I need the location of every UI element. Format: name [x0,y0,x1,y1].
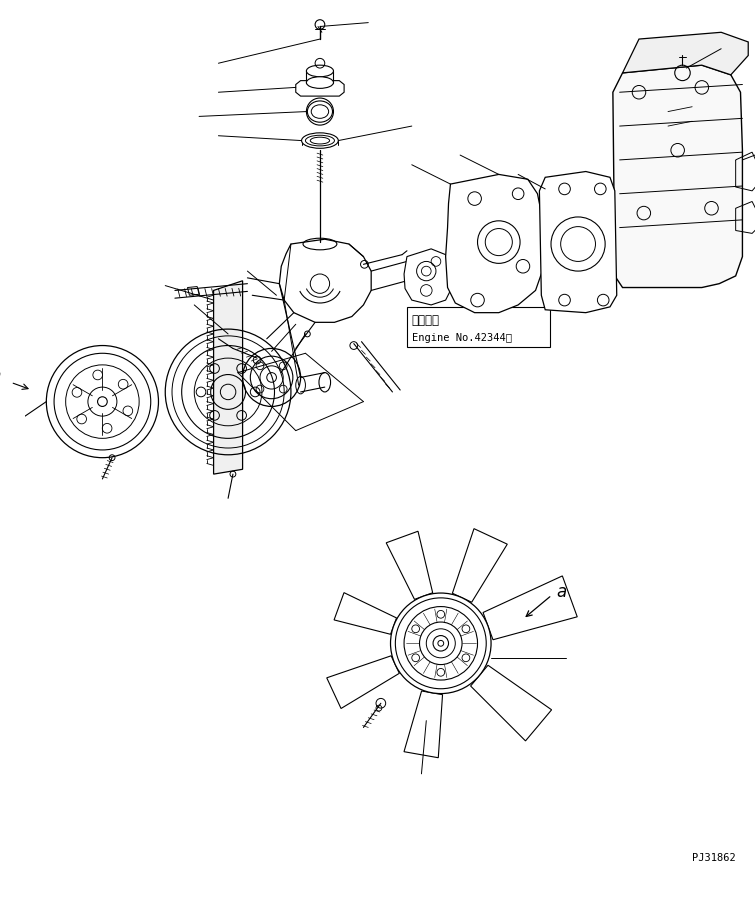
Polygon shape [404,248,451,305]
Polygon shape [387,531,433,599]
Bar [407,307,550,347]
Polygon shape [470,666,552,741]
Polygon shape [613,65,742,288]
Polygon shape [334,593,396,634]
Polygon shape [296,81,344,96]
Text: 適用号機: 適用号機 [411,314,439,327]
Polygon shape [483,576,578,640]
Text: a: a [556,583,567,601]
Circle shape [390,593,491,693]
Polygon shape [214,281,242,475]
Polygon shape [539,171,617,313]
Ellipse shape [301,133,338,148]
Circle shape [420,622,462,665]
Polygon shape [445,174,542,313]
Polygon shape [623,32,748,74]
Polygon shape [327,656,399,709]
Ellipse shape [307,101,332,122]
Polygon shape [452,528,507,602]
Text: PJ31862: PJ31862 [692,853,736,863]
Ellipse shape [307,65,334,77]
Polygon shape [404,691,442,758]
Text: Engine No.42344～: Engine No.42344～ [411,333,512,343]
Ellipse shape [307,77,334,89]
Polygon shape [279,239,371,322]
